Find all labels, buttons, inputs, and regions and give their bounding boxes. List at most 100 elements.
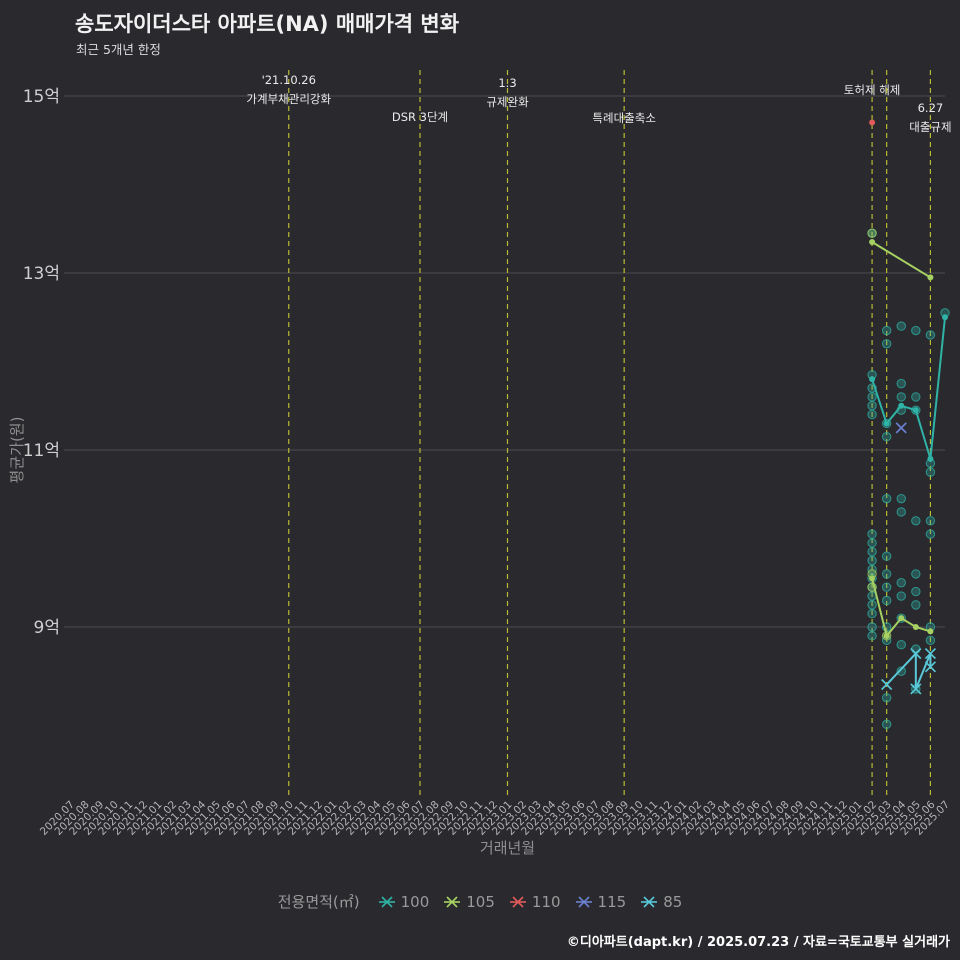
transaction-dot[interactable] — [911, 586, 921, 597]
legend-item-110[interactable]: 110 — [509, 893, 561, 911]
transaction-dot[interactable] — [867, 529, 877, 539]
event-label: 1.3 — [498, 76, 516, 90]
x-axis-label: 거래년월 — [480, 839, 535, 857]
transaction-dot[interactable] — [867, 409, 877, 420]
series-line-100[interactable] — [871, 317, 946, 460]
chart-title: 송도자이더스타 아파트(NA) 매매가격 변화 — [75, 12, 460, 36]
legend-title: 전용면적(㎡) — [277, 893, 360, 911]
transaction-dot[interactable] — [867, 547, 877, 557]
legend: 전용면적(㎡) 100 105 110 115 85 — [0, 891, 960, 912]
transaction-dot[interactable] — [881, 582, 892, 592]
transaction-dot[interactable] — [925, 467, 936, 477]
transaction-dot[interactable] — [881, 693, 892, 703]
point-105[interactable] — [869, 575, 876, 582]
transaction-dot[interactable] — [867, 555, 877, 566]
x-marker-85[interactable] — [924, 661, 937, 673]
x-marker-85[interactable] — [910, 647, 922, 660]
legend-marker-icon — [378, 895, 395, 908]
legend-label: 85 — [663, 892, 683, 911]
legend-label: 105 — [466, 892, 495, 911]
transaction-dot[interactable] — [896, 578, 906, 588]
event-label: 특례대출축소 — [592, 111, 655, 125]
legend-label: 110 — [531, 892, 561, 911]
transaction-dot[interactable] — [896, 507, 906, 517]
transaction-dot[interactable] — [881, 595, 892, 606]
transaction-dot[interactable] — [925, 330, 936, 340]
point-105[interactable] — [898, 615, 905, 622]
transaction-dot[interactable] — [881, 325, 892, 336]
point-105[interactable] — [883, 632, 890, 639]
transaction-dot[interactable] — [911, 569, 921, 579]
point-100[interactable] — [883, 420, 890, 427]
event-label: 규제완화 — [486, 95, 529, 109]
transaction-dot[interactable] — [867, 622, 877, 632]
transaction-dot[interactable] — [911, 516, 921, 526]
legend-label: 100 — [400, 892, 430, 911]
point-100[interactable] — [898, 402, 905, 409]
point-100[interactable] — [927, 455, 934, 462]
legend-item-105[interactable]: 105 — [443, 893, 495, 911]
series-line-105[interactable] — [871, 241, 931, 279]
transaction-dot[interactable] — [881, 551, 892, 561]
legend-marker-icon — [641, 895, 658, 908]
event-label: '21.10.26 — [262, 73, 316, 87]
event-label: 토허제 해제 — [844, 83, 901, 97]
point-105[interactable] — [927, 274, 934, 281]
y-axis-label: 평균가(원) — [8, 417, 26, 484]
event-label: 대출규제 — [909, 120, 951, 134]
transaction-dot[interactable] — [867, 401, 877, 411]
point-105[interactable] — [869, 239, 876, 246]
y-tick-label: 13억 — [23, 264, 60, 284]
x-marker-85[interactable] — [910, 683, 922, 695]
transaction-dot[interactable] — [911, 644, 921, 654]
legend-item-85[interactable]: 85 — [640, 893, 682, 911]
transaction-dot[interactable] — [896, 666, 906, 676]
transaction-dot[interactable] — [896, 591, 906, 601]
transaction-dot[interactable] — [867, 631, 877, 641]
transaction-dot[interactable] — [896, 378, 906, 389]
transaction-dot[interactable] — [911, 600, 921, 610]
point-105[interactable] — [927, 628, 934, 635]
point-110[interactable] — [869, 119, 876, 126]
transaction-dot[interactable] — [867, 609, 877, 619]
event-label: 6.27 — [918, 101, 944, 115]
legend-item-100[interactable]: 100 — [378, 892, 430, 911]
event-label: 가계부채관리강화 — [246, 92, 331, 106]
y-tick-label: 11억 — [23, 441, 60, 461]
source-credit: ©디아파트(dapt.kr) / 2025.07.23 / 자료=국토교통부 실… — [566, 935, 950, 950]
transaction-dot[interactable] — [881, 719, 892, 730]
transaction-dot[interactable] — [925, 635, 936, 645]
series-line-85[interactable] — [885, 651, 932, 690]
transaction-dot[interactable] — [911, 392, 921, 402]
transaction-dot[interactable] — [896, 640, 906, 650]
transaction-dot[interactable] — [881, 432, 892, 442]
transaction-dot[interactable] — [867, 228, 877, 238]
event-label: DSR 3단계 — [392, 110, 448, 124]
point-100[interactable] — [912, 407, 919, 414]
x-marker-85[interactable] — [881, 678, 893, 691]
legend-item-115[interactable]: 115 — [575, 892, 627, 911]
x-marker-115[interactable] — [895, 422, 907, 434]
transaction-dot[interactable] — [881, 493, 892, 504]
transaction-dot[interactable] — [867, 392, 877, 402]
point-100[interactable] — [942, 314, 948, 321]
transaction-dot[interactable] — [925, 516, 936, 526]
legend-marker-icon — [509, 895, 526, 908]
point-100[interactable] — [869, 376, 876, 383]
point-105[interactable] — [912, 624, 919, 630]
transaction-dot[interactable] — [867, 538, 877, 548]
transaction-dot[interactable] — [896, 392, 906, 402]
transaction-dot[interactable] — [925, 529, 936, 539]
transaction-dot[interactable] — [867, 600, 877, 610]
transaction-dot[interactable] — [896, 493, 906, 504]
legend-label: 115 — [597, 892, 627, 911]
x-marker-85[interactable] — [924, 647, 937, 660]
transaction-dot[interactable] — [881, 339, 892, 349]
chart-subtitle: 최근 5개년 한정 — [76, 42, 161, 57]
transaction-dot[interactable] — [881, 569, 892, 579]
transaction-dot[interactable] — [896, 321, 906, 331]
y-tick-label: 9억 — [34, 618, 60, 638]
transaction-dot[interactable] — [911, 325, 921, 336]
